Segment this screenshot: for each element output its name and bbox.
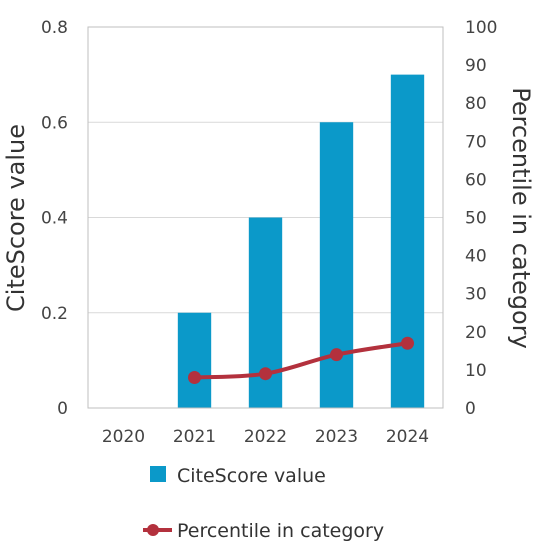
- y-left-tick-label: 0: [57, 399, 68, 419]
- x-axis-ticks: 2020 2021 2022 2023 2024: [102, 427, 429, 447]
- y-right-tick-label: 90: [465, 56, 487, 76]
- y-axis-left-title: CiteScore value: [2, 124, 30, 312]
- percentile-line: [192, 341, 410, 380]
- y-axis-right-ticks: 0 10 20 30 40 50 60 70 80 90 100: [465, 18, 497, 419]
- y-axis-right-title: Percentile in category: [507, 87, 535, 349]
- x-tick-label: 2021: [173, 427, 216, 447]
- y-left-tick-label: 0.6: [41, 113, 68, 133]
- line-point: [330, 348, 343, 362]
- legend: CiteScore value Percentile in category: [143, 465, 384, 542]
- x-tick-label: 2024: [386, 427, 429, 447]
- y-right-tick-label: 40: [465, 247, 487, 267]
- legend-swatch-percentile-dot: [147, 524, 159, 536]
- line-point: [188, 371, 201, 385]
- y-right-tick-label: 30: [465, 285, 487, 305]
- y-right-tick-label: 80: [465, 94, 487, 114]
- line-point: [401, 336, 414, 350]
- x-tick-label: 2023: [315, 427, 358, 447]
- legend-label-citescore: CiteScore value: [177, 465, 326, 487]
- y-right-tick-label: 60: [465, 170, 487, 190]
- y-right-tick-label: 0: [465, 399, 476, 419]
- bar: [390, 74, 425, 408]
- y-right-tick-label: 70: [465, 132, 487, 152]
- line-point: [259, 367, 272, 381]
- bar: [177, 312, 212, 408]
- x-tick-label: 2020: [102, 427, 145, 447]
- legend-label-percentile: Percentile in category: [177, 520, 384, 542]
- y-left-tick-label: 0.8: [41, 18, 68, 38]
- y-left-tick-label: 0.2: [41, 304, 68, 324]
- y-left-tick-label: 0.4: [41, 209, 68, 229]
- plot-border: [87, 26, 444, 409]
- bar: [319, 122, 354, 408]
- y-right-tick-label: 100: [465, 18, 497, 38]
- line-series: [188, 336, 414, 385]
- x-tick-label: 2022: [244, 427, 287, 447]
- legend-swatch-citescore: [150, 466, 166, 482]
- plot-frame: [87, 26, 444, 409]
- y-right-tick-label: 20: [465, 323, 487, 343]
- bar-series: [177, 74, 425, 408]
- y-axis-left-ticks: 0 0.2 0.4 0.6 0.8: [41, 18, 68, 419]
- y-right-tick-label: 50: [465, 209, 487, 229]
- y-right-tick-label: 10: [465, 361, 487, 381]
